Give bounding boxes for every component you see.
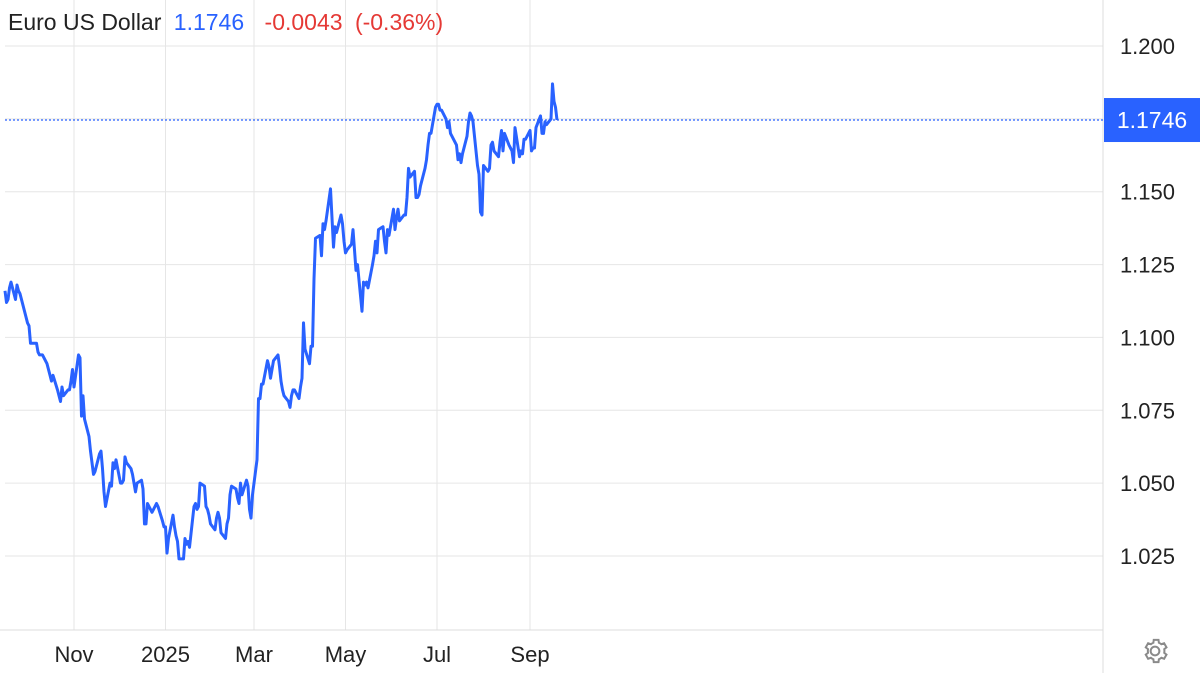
gear-icon[interactable] (1140, 636, 1170, 666)
x-tick-label: Sep (510, 642, 549, 667)
x-tick-label: Mar (235, 642, 273, 667)
grid-lines (5, 0, 1103, 630)
axes (0, 0, 1104, 673)
chart-header: Euro US Dollar 1.1746 -0.0043 (-0.36%) (8, 9, 449, 36)
y-tick-label: 1.125 (1120, 253, 1175, 278)
price-change: -0.0043 (264, 9, 343, 35)
y-tick-label: 1.150 (1120, 180, 1175, 205)
y-tick-label: 1.100 (1120, 325, 1175, 350)
y-tick-label: 1.200 (1120, 34, 1175, 59)
x-tick-label: Nov (54, 642, 93, 667)
tick-labels: 1.025 1.050 1.075 1.100 1.125 1.150 1.200 Nov 20… (54, 34, 1200, 667)
last-price: 1.1746 (173, 9, 245, 35)
last-value-label: 1.1746 (1117, 107, 1187, 133)
y-tick-label: 1.050 (1120, 471, 1175, 496)
instrument-name: Euro US Dollar (8, 9, 162, 35)
x-tick-label: May (325, 642, 367, 667)
x-tick-label: Jul (423, 642, 451, 667)
series-line (3, 82, 559, 561)
y-tick-label: 1.025 (1120, 544, 1175, 569)
y-tick-label: 1.075 (1120, 398, 1175, 423)
x-tick-label: 2025 (141, 642, 190, 667)
price-change-percent: (-0.36%) (354, 9, 444, 35)
price-series (3, 82, 1103, 561)
last-value-tag (1104, 98, 1200, 143)
